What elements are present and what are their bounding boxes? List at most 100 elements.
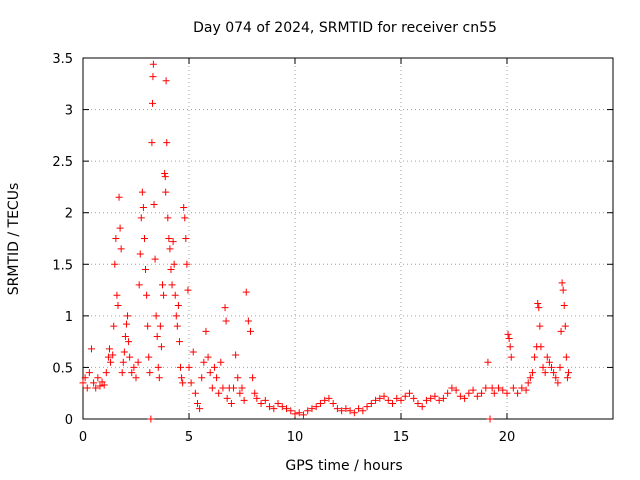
data-point bbox=[157, 343, 165, 351]
data-points bbox=[79, 60, 572, 423]
data-point bbox=[142, 265, 150, 273]
data-point bbox=[106, 345, 113, 353]
data-point bbox=[149, 60, 157, 68]
data-point bbox=[372, 396, 380, 404]
data-point bbox=[535, 304, 543, 312]
data-point bbox=[564, 369, 572, 377]
data-point bbox=[161, 173, 169, 181]
data-point bbox=[261, 396, 269, 404]
data-point bbox=[244, 317, 252, 325]
data-point bbox=[132, 374, 140, 382]
data-point bbox=[325, 394, 333, 402]
data-point bbox=[92, 384, 100, 392]
data-point bbox=[110, 322, 118, 330]
data-point bbox=[204, 353, 212, 361]
data-point bbox=[531, 353, 539, 361]
data-point bbox=[240, 396, 248, 404]
data-point bbox=[522, 386, 530, 394]
data-point bbox=[465, 389, 473, 397]
data-point bbox=[537, 343, 545, 351]
data-point bbox=[506, 343, 514, 351]
data-point bbox=[168, 281, 176, 289]
data-point bbox=[234, 374, 242, 382]
data-point bbox=[138, 188, 146, 196]
data-point bbox=[560, 302, 568, 310]
data-point bbox=[355, 405, 363, 413]
data-point bbox=[410, 394, 418, 402]
data-point bbox=[174, 302, 182, 310]
data-point bbox=[217, 358, 225, 366]
data-point bbox=[238, 384, 246, 392]
data-point bbox=[274, 400, 282, 408]
x-tick-label: 20 bbox=[499, 430, 516, 445]
data-point bbox=[154, 363, 162, 371]
data-point bbox=[367, 400, 375, 408]
data-point bbox=[563, 374, 571, 382]
data-point bbox=[187, 379, 195, 387]
data-point bbox=[135, 281, 143, 289]
data-point bbox=[143, 291, 151, 299]
data-point bbox=[107, 358, 115, 366]
x-tick-label: 5 bbox=[185, 430, 193, 445]
data-point bbox=[270, 405, 278, 413]
chart-title: Day 074 of 2024, SRMTID for receiver cn5… bbox=[193, 20, 497, 36]
data-point bbox=[196, 405, 204, 413]
data-point bbox=[145, 353, 153, 361]
data-point bbox=[165, 235, 173, 242]
data-point bbox=[173, 322, 181, 330]
data-point bbox=[431, 392, 439, 400]
data-point bbox=[287, 407, 295, 415]
data-point bbox=[149, 99, 157, 107]
data-point bbox=[112, 235, 120, 242]
data-point bbox=[528, 369, 536, 377]
data-point bbox=[161, 170, 169, 178]
data-point bbox=[251, 389, 259, 397]
data-point bbox=[558, 279, 566, 287]
data-point bbox=[541, 369, 549, 377]
data-point bbox=[206, 369, 214, 377]
data-point bbox=[163, 139, 171, 147]
data-point bbox=[116, 224, 124, 232]
data-point bbox=[242, 288, 250, 296]
data-point bbox=[181, 214, 189, 222]
data-point bbox=[342, 405, 350, 413]
data-point bbox=[191, 389, 199, 397]
data-point bbox=[283, 405, 291, 413]
data-point bbox=[175, 338, 183, 346]
data-point bbox=[469, 386, 477, 394]
data-point bbox=[167, 265, 175, 273]
data-point bbox=[155, 374, 163, 382]
data-point bbox=[79, 379, 87, 387]
data-point bbox=[223, 394, 231, 402]
data-point bbox=[115, 193, 123, 201]
data-point bbox=[230, 384, 238, 392]
data-point bbox=[200, 358, 208, 366]
data-point bbox=[193, 400, 201, 408]
data-point bbox=[461, 394, 469, 402]
data-point bbox=[100, 381, 108, 389]
data-point bbox=[484, 358, 492, 366]
data-point bbox=[448, 384, 456, 392]
y-tick-label: 2 bbox=[65, 207, 73, 222]
data-point bbox=[179, 379, 187, 387]
data-point bbox=[534, 299, 542, 307]
data-point bbox=[482, 384, 490, 392]
data-point bbox=[557, 327, 565, 335]
data-point bbox=[182, 235, 190, 242]
y-tick-label: 3 bbox=[65, 104, 73, 119]
data-point bbox=[312, 403, 320, 411]
data-point bbox=[149, 73, 157, 81]
data-point bbox=[156, 322, 164, 330]
data-point bbox=[232, 351, 240, 359]
data-point bbox=[215, 389, 223, 397]
data-point bbox=[153, 332, 161, 340]
data-point bbox=[221, 304, 229, 312]
data-point bbox=[486, 415, 494, 423]
data-point bbox=[495, 384, 503, 392]
data-point bbox=[503, 389, 511, 397]
data-point bbox=[561, 322, 569, 330]
data-point bbox=[338, 407, 346, 415]
data-point bbox=[90, 379, 98, 387]
data-point bbox=[119, 358, 127, 366]
